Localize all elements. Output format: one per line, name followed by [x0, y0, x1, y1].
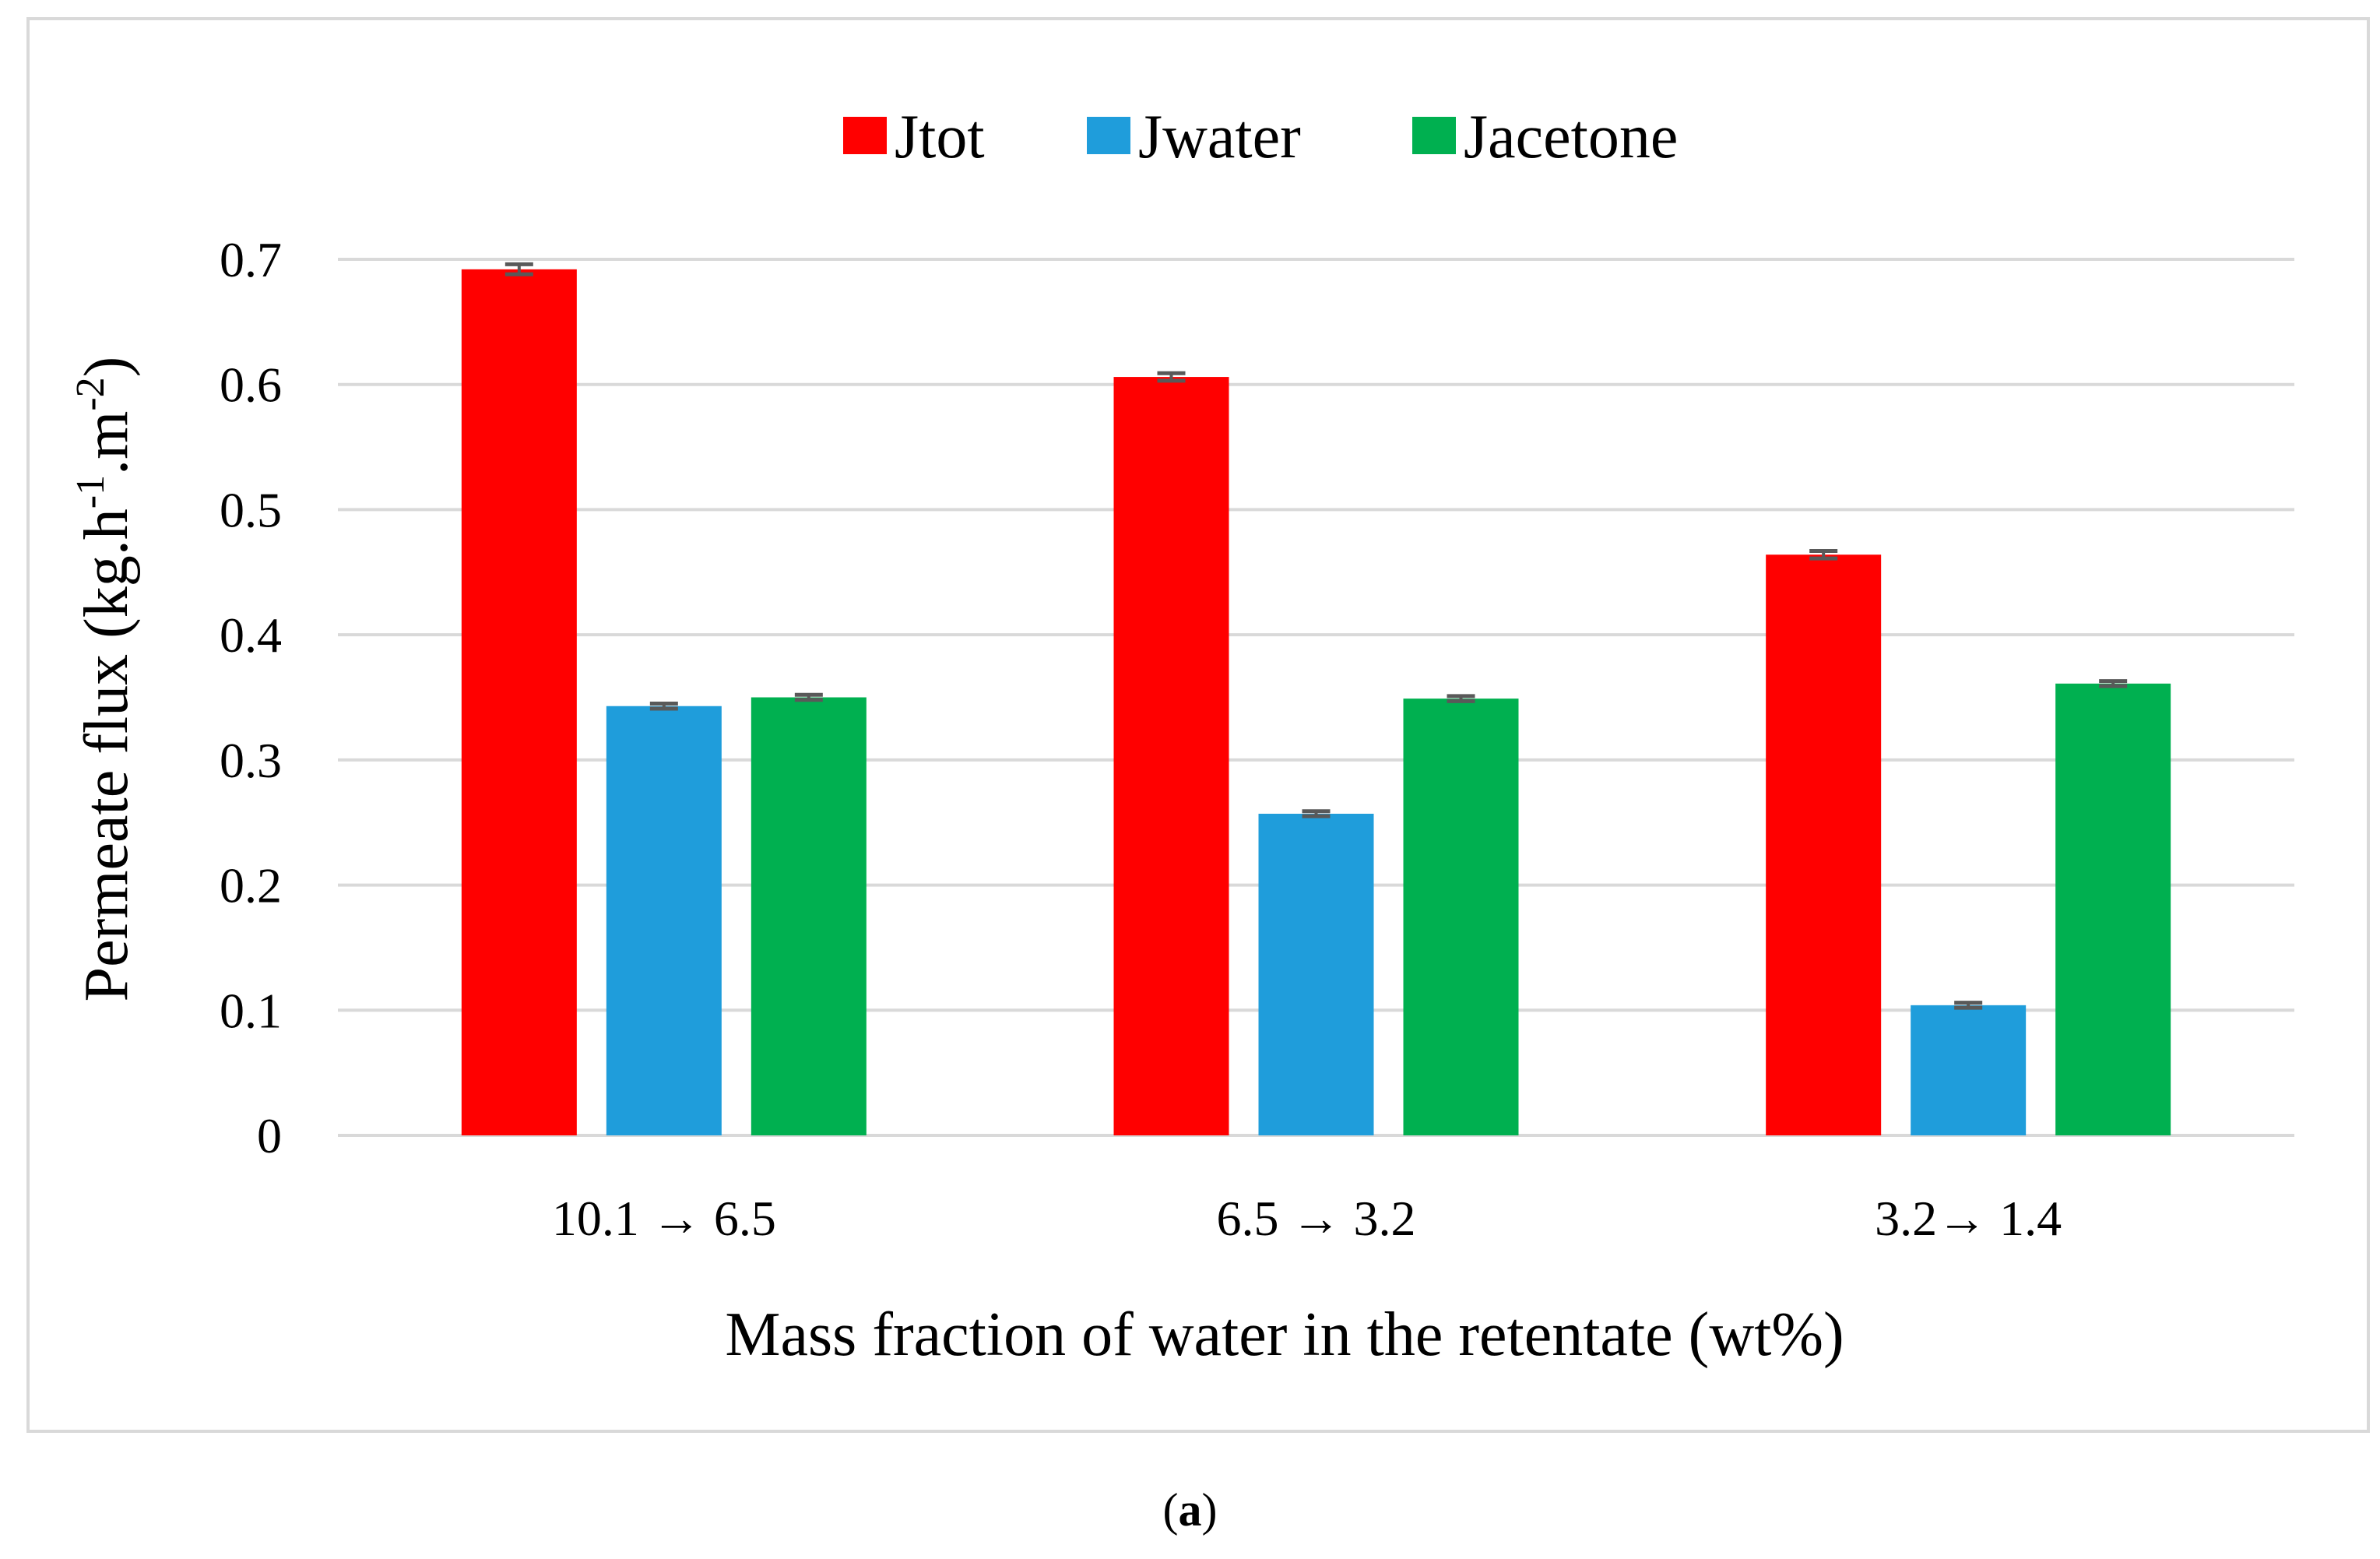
bar-jacetone-0 [751, 697, 867, 1135]
legend-label: Jacetone [1464, 103, 1678, 171]
x-tick-labels: 10.1 → 6.5 6.5 → 3.2 3.2→ 1.4 [552, 1191, 2062, 1246]
bar-jwater-0 [606, 706, 722, 1135]
error-bar-jtot-0 [504, 262, 533, 276]
caption-open-paren: ( [1162, 1484, 1179, 1536]
y-tick-label: 0 [257, 1108, 282, 1163]
error-bar-jacetone-2 [2099, 679, 2128, 688]
legend-label: Jwater [1138, 103, 1301, 171]
bar-jacetone-2 [2055, 683, 2171, 1135]
y-tick-label: 0.3 [220, 733, 282, 788]
caption-close-paren: ) [1201, 1484, 1218, 1536]
y-axis-title-base: Permeate flux (kg.h [72, 509, 141, 1001]
y-axis-title-end: ) [72, 357, 141, 378]
x-tick-label: 6.5 → 3.2 [1217, 1191, 1416, 1246]
legend-item-jacetone: Jacetone [1412, 103, 1678, 171]
y-axis-title-mid: .m [72, 411, 141, 475]
y-axis-title: Permeate flux (kg.h-1.m-2) [69, 357, 141, 1002]
legend: Jtot Jwater Jacetone [843, 103, 1678, 171]
x-axis-title: Mass fraction of water in the retentate … [725, 1300, 1844, 1369]
bar-jtot-1 [1113, 377, 1229, 1136]
y-tick-label: 0.5 [220, 482, 282, 537]
legend-item-jwater: Jwater [1087, 103, 1301, 171]
y-tick-label: 0.2 [220, 858, 282, 913]
legend-item-jtot: Jtot [843, 103, 985, 171]
legend-swatch [843, 117, 887, 154]
error-bar-jacetone-0 [794, 692, 823, 702]
x-tick-label: 3.2→ 1.4 [1875, 1191, 2062, 1246]
legend-label: Jtot [895, 103, 985, 171]
y-tick-label: 0.1 [220, 983, 282, 1038]
bar-jtot-0 [461, 269, 577, 1135]
legend-swatch [1087, 117, 1130, 154]
bar-jacetone-1 [1403, 699, 1519, 1135]
x-tick-label: 10.1 → 6.5 [552, 1191, 776, 1246]
y-axis-title-sup2: -2 [69, 377, 113, 410]
bar-jwater-1 [1258, 813, 1374, 1135]
y-tick-label: 0.7 [220, 232, 282, 287]
error-bar-jacetone-1 [1447, 694, 1475, 703]
figure-caption: (a) [0, 1483, 2380, 1537]
error-bar-jwater-2 [1954, 1001, 1983, 1010]
bar-jtot-2 [1766, 554, 1882, 1135]
legend-swatch [1412, 117, 1456, 154]
caption-letter: a [1178, 1484, 1202, 1536]
y-axis-title-sup1: -1 [69, 475, 113, 509]
error-bar-jwater-1 [1302, 809, 1331, 818]
error-bar-jwater-0 [649, 702, 678, 711]
y-tick-labels: 0 0.1 0.2 0.3 0.4 0.5 0.6 0.7 [220, 232, 282, 1163]
y-tick-label: 0.6 [220, 357, 282, 413]
y-tick-label: 0.4 [220, 607, 282, 663]
bar-jwater-2 [1911, 1005, 2027, 1135]
error-bars [504, 262, 2128, 1010]
error-bar-jtot-2 [1809, 548, 1838, 561]
error-bar-jtot-1 [1157, 371, 1186, 383]
bars [461, 269, 2171, 1136]
